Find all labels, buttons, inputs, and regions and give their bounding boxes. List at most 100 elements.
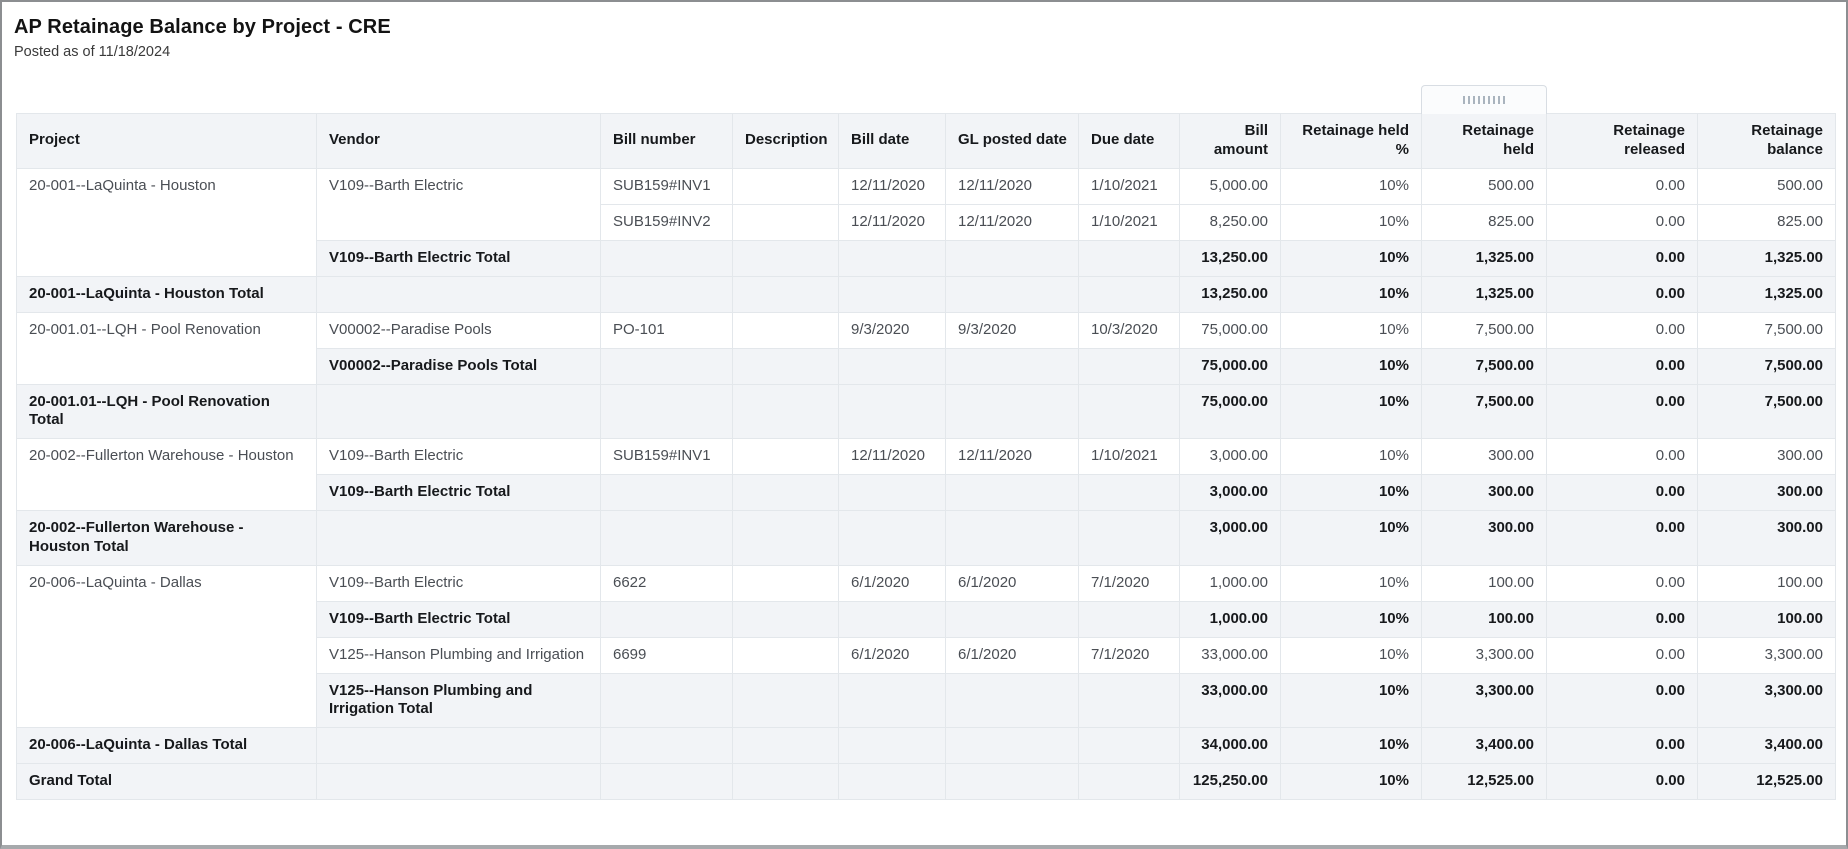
table-row: SUB159#INV2 12/11/2020 12/11/2020 1/10/2021… [17, 203, 1836, 241]
subtotal-row: V00002--Paradise Pools Total 75,000.00 10%… [17, 347, 1836, 385]
cell-retainage_held: 100.00 [1421, 564, 1547, 602]
cell-retainage_held: 12,525.00 [1421, 763, 1547, 800]
cell-retainage_balance: 3,400.00 [1697, 727, 1836, 764]
cell-retainage_held: 3,300.00 [1421, 636, 1547, 674]
cell-bill_amount: 5,000.00 [1179, 167, 1281, 205]
cell-retainage_held: 300.00 [1421, 510, 1547, 566]
column-drag-handle[interactable] [1421, 85, 1547, 114]
column-header-retainage_held[interactable]: Retainage held [1421, 113, 1547, 169]
cell-due_date: 7/1/2020 [1078, 636, 1180, 674]
table-row: 20-001--LaQuinta - Houston V109--Barth El… [16, 167, 1836, 277]
cell-bill_date [838, 474, 946, 511]
cell-retainage_balance: 12,525.00 [1697, 763, 1836, 800]
cell-project: 20-002--Fullerton Warehouse - Houston To… [16, 510, 317, 566]
table-row: 20-001.01--LQH - Pool Renovation V00002--… [16, 311, 1836, 385]
cell-bill_number: SUB159#INV2 [600, 203, 733, 241]
cell-retainage_held: 300.00 [1421, 474, 1547, 511]
column-header-bill_date[interactable]: Bill date [838, 113, 946, 169]
cell-vendor: V00002--Paradise Pools [316, 311, 601, 349]
cell-retainage_held: 100.00 [1421, 600, 1547, 638]
cell-bill_number [600, 347, 733, 385]
cell-description [732, 438, 839, 475]
cell-vendor: V109--Barth Electric [316, 564, 601, 602]
column-header-description[interactable]: Description [732, 113, 839, 169]
column-header-project[interactable]: Project [16, 113, 317, 169]
cell-bill_amount: 3,000.00 [1179, 474, 1281, 511]
cell-retainage_held_pct: 10% [1280, 383, 1422, 439]
cell-bill_date [838, 275, 946, 313]
cell-retainage_held: 300.00 [1421, 438, 1547, 475]
cell-retainage_held_pct: 10% [1280, 672, 1422, 728]
column-header-gl_posted_date[interactable]: GL posted date [945, 113, 1079, 169]
cell-vendor: V109--Barth Electric [316, 167, 601, 241]
subtotal-row: 20-001--LaQuinta - Houston Total 13,250.0… [16, 275, 1836, 313]
column-header-retainage_held_pct[interactable]: Retainage held % [1280, 113, 1422, 169]
cell-gl_posted_date [945, 383, 1079, 439]
cell-gl_posted_date: 6/1/2020 [945, 636, 1079, 674]
cell-retainage_balance: 825.00 [1697, 203, 1836, 241]
cell-retainage_balance: 300.00 [1697, 510, 1836, 566]
table-row: V125--Hanson Plumbing and Irrigation 6699… [17, 636, 1836, 674]
cell-bill_number [600, 239, 733, 277]
cell-due_date [1078, 347, 1180, 385]
cell-retainage_held_pct: 10% [1280, 763, 1422, 800]
column-header-bill_number[interactable]: Bill number [600, 113, 733, 169]
cell-bill_date [838, 600, 946, 638]
cell-retainage_balance: 100.00 [1697, 600, 1836, 638]
subtotal-row: V109--Barth Electric Total 1,000.00 10% 100… [17, 600, 1836, 638]
grip-dots-icon [1463, 96, 1505, 104]
report-table-container: Project Vendor Bill number Description Bill … [16, 85, 1837, 800]
cell-retainage_held_pct: 10% [1280, 600, 1422, 638]
cell-bill_date [838, 727, 946, 764]
cell-project: Grand Total [16, 763, 317, 800]
cell-bill_amount: 33,000.00 [1179, 672, 1281, 728]
table-header-row: Project Vendor Bill number Description Bill … [16, 113, 1836, 169]
column-header-bill_amount[interactable]: Bill amount [1179, 113, 1281, 169]
cell-bill_number [600, 727, 733, 764]
cell-bill_date: 6/1/2020 [838, 636, 946, 674]
grand-total-row: Grand Total 125,250.00 10% 12,525.00 0.00 12,… [16, 763, 1836, 800]
cell-description [732, 727, 839, 764]
cell-bill_amount: 13,250.00 [1179, 239, 1281, 277]
cell-retainage_released: 0.00 [1546, 383, 1698, 439]
cell-bill_date [838, 347, 946, 385]
cell-project: 20-002--Fullerton Warehouse - Houston [16, 438, 317, 511]
cell-bill_number [600, 383, 733, 439]
cell-gl_posted_date [945, 600, 1079, 638]
cell-retainage_held: 3,400.00 [1421, 727, 1547, 764]
cell-bill_date: 6/1/2020 [838, 564, 946, 602]
cell-description [732, 510, 839, 566]
column-header-retainage_balance[interactable]: Retainage balance [1697, 113, 1836, 169]
cell-due_date: 7/1/2020 [1078, 564, 1180, 602]
cell-due_date [1078, 600, 1180, 638]
cell-description [732, 167, 839, 205]
subtotal-row: 20-002--Fullerton Warehouse - Houston To… [16, 510, 1836, 566]
column-header-due_date[interactable]: Due date [1078, 113, 1180, 169]
cell-bill_amount: 75,000.00 [1179, 347, 1281, 385]
cell-vendor [316, 383, 601, 439]
cell-project: 20-001--LaQuinta - Houston Total [16, 275, 317, 313]
cell-gl_posted_date [945, 510, 1079, 566]
cell-retainage_released: 0.00 [1546, 564, 1698, 602]
cell-gl_posted_date [945, 763, 1079, 800]
cell-bill_date: 12/11/2020 [838, 167, 946, 205]
cell-gl_posted_date: 12/11/2020 [945, 203, 1079, 241]
cell-bill_amount: 1,000.00 [1179, 564, 1281, 602]
cell-due_date [1078, 672, 1180, 728]
cell-retainage_released: 0.00 [1546, 727, 1698, 764]
cell-project: 20-006--LaQuinta - Dallas [16, 564, 317, 728]
cell-bill_number [600, 763, 733, 800]
cell-description [732, 474, 839, 511]
cell-project: 20-001--LaQuinta - Houston [16, 167, 317, 277]
cell-retainage_held: 1,325.00 [1421, 275, 1547, 313]
cell-bill_amount: 125,250.00 [1179, 763, 1281, 800]
report-header: AP Retainage Balance by Project - CRE Po… [2, 2, 1846, 60]
cell-retainage_released: 0.00 [1546, 636, 1698, 674]
cell-bill_number: PO-101 [600, 311, 733, 349]
cell-retainage_held_pct: 10% [1280, 167, 1422, 205]
column-header-vendor[interactable]: Vendor [316, 113, 601, 169]
column-header-retainage_released[interactable]: Retainage released [1546, 113, 1698, 169]
cell-retainage_balance: 7,500.00 [1697, 347, 1836, 385]
cell-due_date: 10/3/2020 [1078, 311, 1180, 349]
cell-bill_number [600, 510, 733, 566]
